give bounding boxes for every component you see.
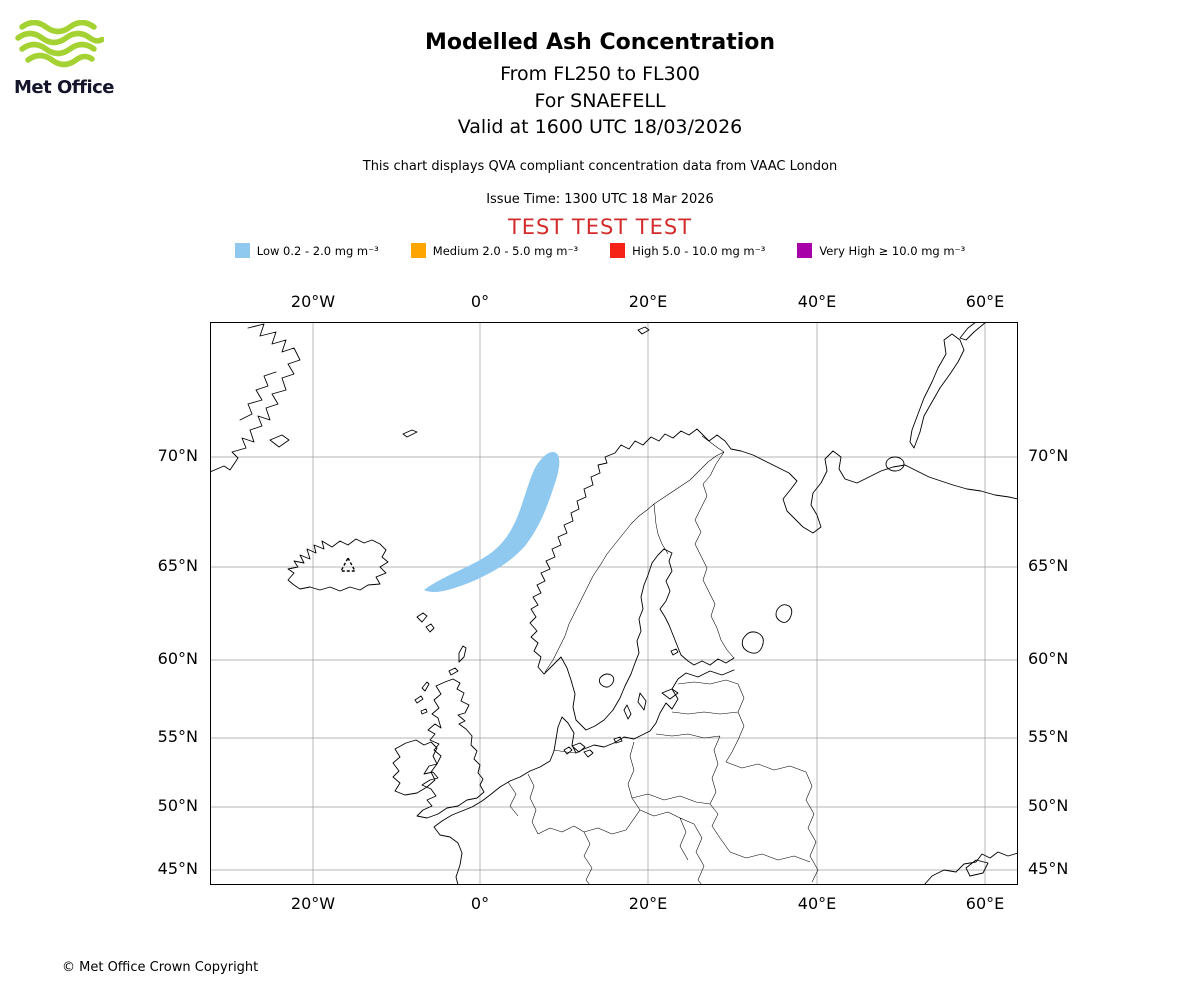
legend-label-high: High 5.0 - 10.0 mg m⁻³ [632,243,766,258]
lat-label-right-65n: 65°N [1028,556,1069,575]
lat-label-right-70n: 70°N [1028,446,1069,465]
legend-item-very-high: Very High ≥ 10.0 mg m⁻³ [797,243,965,258]
copyright-notice: © Met Office Crown Copyright [62,960,259,975]
novaya-zemlya-coastline [909,322,987,449]
lon-label-top-20e: 20°E [628,292,668,311]
iceland-coastline [287,538,389,592]
lon-label-bottom-0: 0° [470,894,490,913]
black-sea-coastline [923,851,1018,885]
issue-time: Issue Time: 1300 UTC 18 Mar 2026 [486,192,714,207]
subtitle-flight-levels: From FL250 to FL300 [500,63,700,85]
legend-swatch-high [610,243,626,258]
legend-swatch-very-high [797,243,813,258]
lat-label-left-70n: 70°N [157,446,198,465]
lat-label-left-50n: 50°N [157,796,198,815]
legend-swatch-low [234,243,250,258]
baltic-and-continental-coastline [433,669,735,885]
lon-label-top-40e: 40°E [797,292,837,311]
met-office-logo-waves [15,19,105,68]
lon-label-bottom-20e: 20°E [628,894,668,913]
lat-label-right-60n: 60°N [1028,649,1069,668]
lat-label-left-60n: 60°N [157,649,198,668]
lat-label-right-45n: 45°N [1028,859,1069,878]
test-banner: TEST TEST TEST [507,215,693,239]
legend-item-high: High 5.0 - 10.0 mg m⁻³ [610,243,765,258]
europe-map [210,322,1018,885]
lat-label-left-45n: 45°N [157,859,198,878]
map-border [210,322,1018,885]
legend-item-low: Low 0.2 - 2.0 mg m⁻³ [234,243,379,258]
legend-swatch-medium [410,243,426,258]
legend-label-low: Low 0.2 - 2.0 mg m⁻³ [256,243,379,258]
lat-label-right-55n: 55°N [1028,727,1069,746]
map-area: 20°W 0° 20°E 40°E 60°E 20°W 0° 20°E 40°E… [158,292,1069,913]
lon-label-bottom-60e: 60°E [965,894,1005,913]
lon-label-bottom-40e: 40°E [797,894,837,913]
legend-label-medium: Medium 2.0 - 5.0 mg m⁻³ [432,243,579,258]
subtitle-volcano: For SNAEFELL [534,90,666,112]
subtitle-valid-time: Valid at 1600 UTC 18/03/2026 [457,116,743,138]
islands-and-lakes [402,326,905,758]
ash-plume-low [424,452,560,593]
ireland-coastline [392,739,438,796]
page-title: Modelled Ash Concentration [424,30,776,55]
volcano-marker [339,556,357,572]
lon-label-top-20w: 20°W [290,292,336,311]
lon-label-top-0: 0° [470,292,490,311]
lat-label-left-55n: 55°N [157,727,198,746]
coastlines [210,322,1018,885]
country-borders [507,435,819,885]
legend-label-very-high: Very High ≥ 10.0 mg m⁻³ [819,243,966,258]
concentration-legend: Low 0.2 - 2.0 mg m⁻³ Medium 2.0 - 5.0 mg… [0,243,1200,258]
lon-label-top-60e: 60°E [965,292,1005,311]
met-office-logo-text: Met Office [14,77,115,98]
great-britain-coastline [416,678,485,819]
lat-label-right-50n: 50°N [1028,796,1069,815]
grid-lines [210,322,1018,885]
met-office-logo: Met Office [14,19,134,98]
greenland-coastline [210,323,301,473]
compliance-note: This chart displays QVA compliant concen… [362,159,838,174]
scandinavia-coastline [529,428,1018,731]
lon-label-bottom-20w: 20°W [290,894,336,913]
lat-label-left-65n: 65°N [157,556,198,575]
legend-item-medium: Medium 2.0 - 5.0 mg m⁻³ [410,243,579,258]
